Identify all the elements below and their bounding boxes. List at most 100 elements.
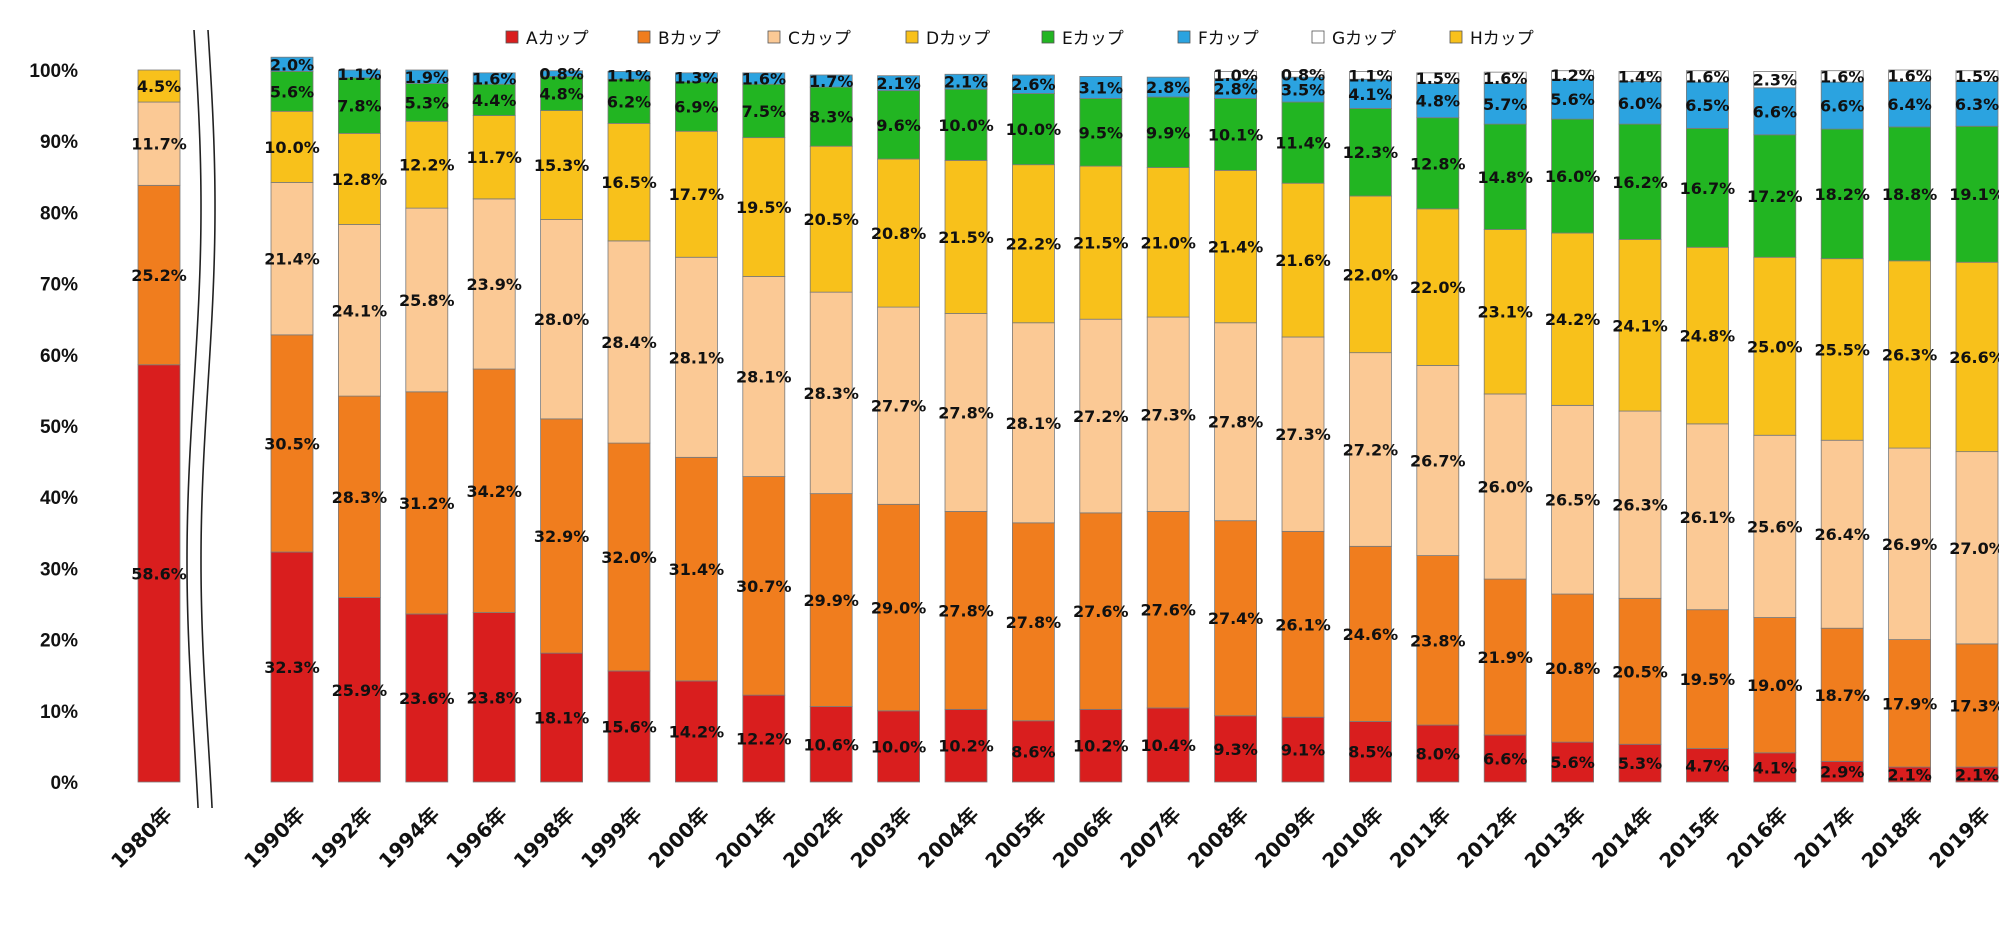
data-label: 11.4% [1275, 134, 1331, 153]
y-tick-label: 100% [29, 61, 78, 82]
data-label: 4.8% [539, 84, 583, 103]
bar-segment [1753, 617, 1797, 754]
data-label: 32.3% [264, 658, 320, 677]
data-label: 25.8% [399, 291, 455, 310]
data-label: 24.2% [1545, 310, 1601, 329]
data-label: 6.6% [1483, 750, 1527, 769]
x-tick-label: 2009年 [1250, 803, 1320, 873]
data-label: 18.8% [1882, 185, 1938, 204]
bar-segment [1753, 434, 1797, 618]
data-label: 27.6% [1140, 601, 1196, 620]
data-label: 21.5% [938, 228, 994, 247]
legend-swatch [1311, 30, 1325, 44]
data-label: 6.9% [674, 98, 718, 117]
data-label: 1.6% [1685, 67, 1729, 86]
data-label: 29.0% [871, 599, 927, 618]
data-label: 10.0% [871, 737, 927, 756]
data-label: 5.3% [1618, 754, 1662, 773]
x-tick-label: 2007年 [1115, 803, 1185, 873]
data-label: 26.9% [1882, 535, 1938, 554]
data-label: 1.6% [1483, 69, 1527, 88]
data-label: 28.4% [601, 333, 657, 352]
bar-segment [1483, 393, 1527, 580]
data-label: 9.6% [876, 116, 920, 135]
data-label: 27.8% [938, 403, 994, 422]
bar-segment [270, 334, 314, 553]
data-label: 21.4% [264, 250, 320, 269]
data-label: 1.5% [1416, 69, 1460, 88]
bar-segment [675, 456, 718, 682]
data-label: 21.0% [1140, 233, 1196, 252]
data-label: 19.1% [1949, 185, 1999, 204]
data-label: 2.1% [1887, 766, 1931, 785]
data-label: 16.2% [1612, 173, 1668, 192]
bar-segment [1214, 71, 1257, 79]
bar-segment [137, 69, 181, 103]
bar-segment [1483, 71, 1527, 84]
data-label: 18.1% [534, 709, 590, 728]
data-label: 16.5% [601, 173, 657, 192]
y-tick-label: 40% [40, 488, 78, 509]
data-label: 26.0% [1477, 478, 1533, 497]
bar-segment [1349, 545, 1392, 722]
data-label: 6.0% [1618, 94, 1662, 113]
data-label: 8.6% [1011, 742, 1055, 761]
data-label: 1.6% [742, 70, 786, 89]
data-label: 4.7% [1685, 756, 1729, 775]
bars: 58.6% 25.2% 11.7% 4.5% 32.3% 30.5% 21.4% 10.0% 5… [131, 55, 1999, 784]
data-label: 11.7% [466, 148, 522, 167]
bar-segment [1349, 71, 1392, 80]
data-label: 30.5% [264, 434, 320, 453]
legend-swatch [767, 30, 781, 44]
bar-segment [137, 364, 181, 783]
bar-segment [472, 72, 516, 85]
bar-segment [809, 706, 853, 783]
x-tick-label: 2010年 [1317, 803, 1387, 873]
bar-segment [540, 70, 583, 77]
bar-segment [1955, 70, 1999, 82]
data-label: 27.2% [1343, 440, 1399, 459]
data-label: 24.1% [332, 301, 388, 320]
data-label: 22.0% [1343, 265, 1399, 284]
x-tick-label: 1999年 [576, 803, 646, 873]
bar-segment [1349, 108, 1392, 197]
data-label: 27.3% [1140, 405, 1196, 424]
x-tick-label: 1980年 [106, 803, 176, 873]
bar-segment [1955, 261, 1999, 453]
data-label: 6.4% [1887, 95, 1931, 114]
bar-segment [675, 680, 718, 783]
axis-break-marker [186, 29, 216, 809]
data-label: 4.5% [137, 77, 181, 96]
bar-segment [1416, 83, 1460, 119]
bar-segment [1146, 167, 1190, 318]
data-label: 12.2% [736, 730, 792, 749]
data-label: 27.6% [1073, 602, 1129, 621]
bar-segment [1281, 101, 1325, 184]
data-label: 26.3% [1882, 345, 1938, 364]
bar-segment [1820, 627, 1864, 762]
data-label: 27.0% [1949, 539, 1999, 558]
bar-segment [472, 115, 516, 200]
bar-segment [1686, 70, 1729, 83]
legend-label: Dカップ [926, 29, 990, 49]
data-label: 23.6% [399, 689, 455, 708]
bar-segment [270, 182, 314, 336]
bar-segment [1416, 72, 1460, 84]
data-label: 23.8% [466, 688, 522, 707]
bar-segment [337, 69, 381, 79]
legend-label: Eカップ [1062, 29, 1124, 49]
bar-segment [1483, 83, 1527, 125]
data-label: 1.7% [809, 72, 853, 91]
data-label: 5.6% [1550, 753, 1594, 772]
bar-segment [1888, 69, 1931, 82]
bar-segment [405, 69, 449, 84]
data-label: 27.8% [1006, 613, 1062, 632]
bar-segment [944, 73, 988, 90]
data-label: 3.1% [1079, 78, 1123, 97]
bar-segment [1820, 258, 1864, 441]
bar-segment [607, 78, 651, 124]
bar-segment [1686, 748, 1729, 783]
data-label: 20.5% [1612, 662, 1668, 681]
data-label: 10.2% [938, 737, 994, 756]
data-label: 5.3% [405, 93, 449, 112]
